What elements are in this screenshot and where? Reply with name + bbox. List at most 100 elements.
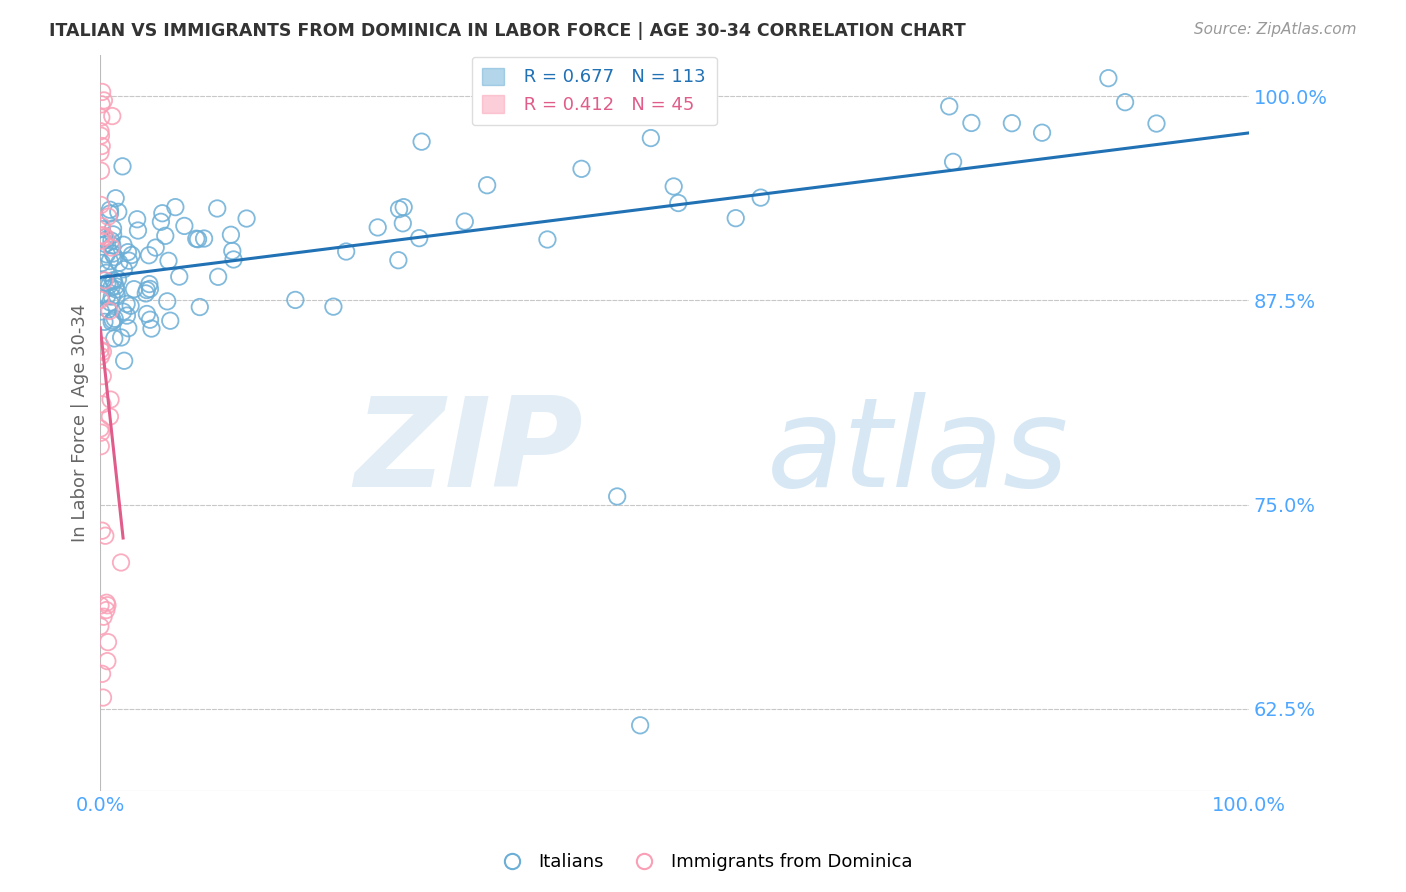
Point <box>110 556 132 570</box>
Point <box>98 409 121 424</box>
Point <box>408 231 430 245</box>
Point <box>94 230 117 244</box>
Point <box>156 294 179 309</box>
Point <box>100 315 122 329</box>
Point <box>454 214 477 228</box>
Point <box>94 529 117 543</box>
Point <box>91 85 114 99</box>
Point <box>284 293 307 307</box>
Point <box>101 109 124 123</box>
Point <box>135 286 157 301</box>
Point <box>724 211 747 226</box>
Point <box>108 256 131 270</box>
Point <box>96 654 118 668</box>
Point <box>107 272 129 286</box>
Point <box>96 266 118 280</box>
Point <box>91 397 114 411</box>
Point <box>90 219 112 234</box>
Point <box>536 232 558 246</box>
Point <box>110 330 132 344</box>
Point <box>938 99 960 113</box>
Point <box>173 219 195 233</box>
Point <box>157 253 180 268</box>
Point <box>94 233 117 247</box>
Point <box>139 282 162 296</box>
Point <box>235 211 257 226</box>
Point <box>103 273 125 287</box>
Point <box>1097 71 1119 86</box>
Point <box>96 603 118 617</box>
Point <box>96 289 118 303</box>
Point <box>105 283 128 297</box>
Point <box>942 154 965 169</box>
Point <box>90 124 112 138</box>
Point <box>93 315 115 329</box>
Point <box>159 314 181 328</box>
Point <box>112 262 135 277</box>
Point <box>138 277 160 291</box>
Point <box>98 206 121 220</box>
Point <box>367 220 389 235</box>
Point <box>91 273 114 287</box>
Point <box>91 228 114 243</box>
Point <box>90 97 112 112</box>
Point <box>101 289 124 303</box>
Point <box>121 248 143 262</box>
Point <box>1114 95 1136 110</box>
Point <box>105 288 128 302</box>
Point <box>103 331 125 345</box>
Point <box>89 145 111 160</box>
Point <box>98 202 121 217</box>
Point <box>100 234 122 248</box>
Point <box>167 269 190 284</box>
Point <box>606 490 628 504</box>
Point <box>98 295 121 310</box>
Legend:  R = 0.677   N = 113,  R = 0.412   N = 45: R = 0.677 N = 113, R = 0.412 N = 45 <box>471 57 717 125</box>
Point <box>628 718 651 732</box>
Point <box>141 321 163 335</box>
Text: Source: ZipAtlas.com: Source: ZipAtlas.com <box>1194 22 1357 37</box>
Legend: Italians, Immigrants from Dominica: Italians, Immigrants from Dominica <box>486 847 920 879</box>
Point <box>91 344 114 359</box>
Point <box>91 666 114 681</box>
Point <box>640 131 662 145</box>
Point <box>90 128 112 143</box>
Point <box>89 599 111 613</box>
Point <box>90 287 112 301</box>
Point <box>104 311 127 326</box>
Point <box>98 254 121 268</box>
Point <box>90 111 112 125</box>
Point <box>112 237 135 252</box>
Point <box>90 163 112 178</box>
Text: atlas: atlas <box>766 392 1069 513</box>
Point <box>96 247 118 261</box>
Point <box>662 179 685 194</box>
Point <box>101 246 124 260</box>
Point <box>101 221 124 235</box>
Point <box>1146 117 1168 131</box>
Point <box>97 635 120 649</box>
Point <box>127 212 149 227</box>
Point <box>91 524 114 538</box>
Point <box>90 198 112 212</box>
Point <box>135 283 157 297</box>
Point <box>188 300 211 314</box>
Point <box>104 279 127 293</box>
Point <box>89 421 111 435</box>
Point <box>193 231 215 245</box>
Point <box>93 94 115 108</box>
Text: ITALIAN VS IMMIGRANTS FROM DOMINICA IN LABOR FORCE | AGE 30-34 CORRELATION CHART: ITALIAN VS IMMIGRANTS FROM DOMINICA IN L… <box>49 22 966 40</box>
Point <box>219 227 242 242</box>
Point <box>90 343 112 357</box>
Point <box>1001 116 1024 130</box>
Point <box>93 609 115 624</box>
Point <box>90 439 112 453</box>
Point <box>98 277 121 292</box>
Point <box>97 210 120 224</box>
Point <box>139 312 162 326</box>
Point <box>120 299 142 313</box>
Point <box>145 241 167 255</box>
Point <box>387 253 409 268</box>
Point <box>749 191 772 205</box>
Point <box>335 244 357 259</box>
